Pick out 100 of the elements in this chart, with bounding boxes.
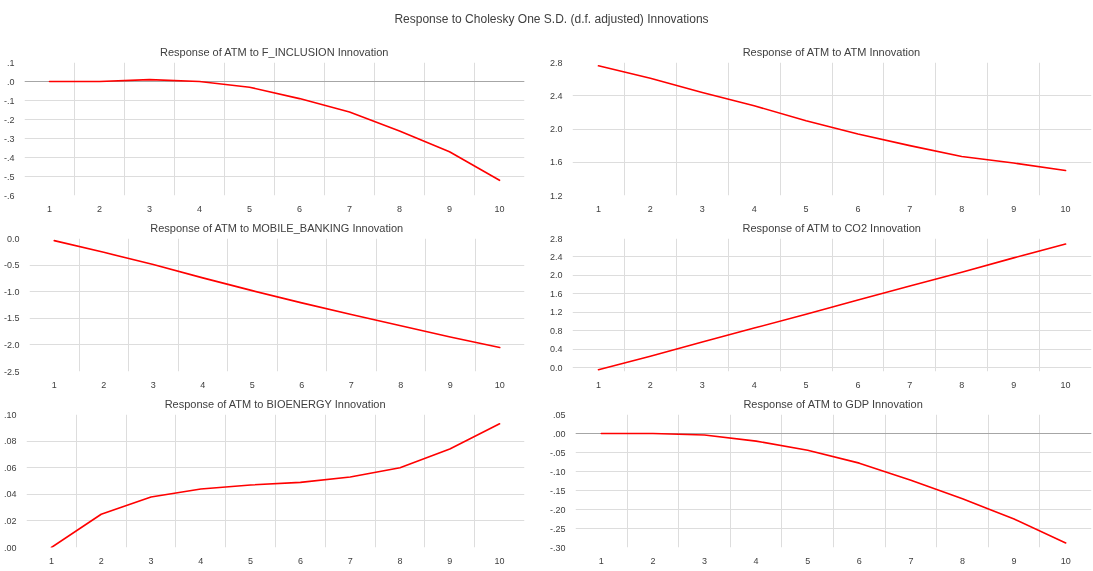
y-tick-label: 2.8 <box>549 233 563 244</box>
y-tick-label: 2.4 <box>549 90 563 101</box>
x-tick-label: 9 <box>1011 203 1017 214</box>
x-tick-label: 6 <box>297 555 303 566</box>
x-tick-label: 10 <box>494 379 505 390</box>
y-tick-label: .00 <box>552 428 566 439</box>
x-tick-label: 3 <box>699 203 705 214</box>
x-tick-label: 8 <box>959 203 965 214</box>
x-tick-label: 10 <box>494 203 505 214</box>
y-tick-label: -.25 <box>549 523 566 534</box>
x-tick-label: 10 <box>494 555 505 566</box>
line-series <box>48 78 501 182</box>
x-tick-label: 4 <box>197 203 203 214</box>
x-tick-label: 8 <box>397 203 403 214</box>
y-tick-label: -.20 <box>549 504 566 515</box>
y-tick-label: -.4 <box>4 152 15 163</box>
x-tick-label: 6 <box>297 203 303 214</box>
x-tick-label: 2 <box>98 555 104 566</box>
x-tick-label: 3 <box>147 203 153 214</box>
x-tick-label: 9 <box>447 203 453 214</box>
x-tick-label: 2 <box>647 203 653 214</box>
y-tick-label: 1.6 <box>549 288 563 299</box>
x-tick-label: 7 <box>907 379 913 390</box>
y-tick-label: -0.5 <box>3 260 20 271</box>
x-tick-label: 10 <box>1060 555 1071 566</box>
x-tick-label: 5 <box>805 555 811 566</box>
x-tick-label: 1 <box>48 555 54 566</box>
x-tick-label: 2 <box>647 379 653 390</box>
chart-title: Response of ATM to GDP Innovation <box>743 397 923 410</box>
x-tick-label: 3 <box>702 555 708 566</box>
y-tick-label: -.2 <box>4 114 15 125</box>
y-tick-label: -.6 <box>4 190 15 201</box>
chart-title: Response of ATM to ATM Innovation <box>742 45 921 58</box>
y-tick-label: .00 <box>3 542 17 553</box>
x-tick-label: 9 <box>447 555 453 566</box>
y-tick-label: 0.0 <box>6 233 20 244</box>
x-tick-label: 4 <box>751 203 757 214</box>
x-tick-label: 2 <box>97 203 103 214</box>
x-tick-label: 6 <box>855 379 861 390</box>
line-series <box>53 239 501 349</box>
y-tick-label: 1.6 <box>549 157 563 168</box>
x-tick-label: 7 <box>908 555 914 566</box>
x-tick-label: 5 <box>249 379 255 390</box>
x-tick-label: 3 <box>148 555 154 566</box>
x-tick-label: 6 <box>299 379 305 390</box>
y-tick-label: .1 <box>6 57 15 68</box>
x-tick-label: 7 <box>907 203 913 214</box>
chart-title: Response of ATM to BIOENERGY Innovation <box>164 397 386 410</box>
x-tick-label: 6 <box>855 203 861 214</box>
y-tick-label: 2.4 <box>549 251 563 262</box>
y-tick-label: 1.2 <box>549 307 563 318</box>
x-tick-label: 5 <box>803 203 809 214</box>
x-tick-label: 4 <box>198 555 204 566</box>
y-tick-label: .0 <box>6 76 15 87</box>
text: Response to Cholesky One S.D. (d.f. adjusted) Innovations <box>394 11 709 28</box>
x-tick-label: 3 <box>150 379 156 390</box>
y-tick-label: .04 <box>3 489 17 500</box>
line-series <box>50 423 501 548</box>
y-tick-label: 0.0 <box>549 362 563 373</box>
x-tick-label: 7 <box>347 203 353 214</box>
x-tick-label: 8 <box>960 555 966 566</box>
x-tick-label: 1 <box>595 379 601 390</box>
x-tick-label: 7 <box>347 555 353 566</box>
x-tick-label: 8 <box>398 379 404 390</box>
y-tick-label: -.30 <box>549 542 566 553</box>
y-tick-label: .06 <box>3 462 17 473</box>
x-tick-label: 4 <box>200 379 206 390</box>
x-tick-label: 5 <box>248 555 254 566</box>
y-tick-label: .10 <box>3 409 17 420</box>
x-tick-label: 10 <box>1060 203 1071 214</box>
x-tick-label: 1 <box>47 203 53 214</box>
y-tick-label: 2.8 <box>549 57 563 68</box>
line-series <box>600 432 1067 544</box>
y-tick-label: -1.5 <box>3 313 20 324</box>
y-tick-label: 0.4 <box>549 344 563 355</box>
y-tick-label: -2.5 <box>3 366 20 377</box>
chart-title: Response of ATM to CO2 Innovation <box>742 221 921 234</box>
y-tick-label: -1.0 <box>3 286 20 297</box>
x-tick-label: 7 <box>348 379 354 390</box>
y-tick-label: -.3 <box>4 133 15 144</box>
x-tick-label: 1 <box>598 555 604 566</box>
y-tick-label: 2.0 <box>549 124 563 134</box>
x-tick-label: 6 <box>856 555 862 566</box>
y-tick-label: -2.0 <box>3 339 20 350</box>
y-tick-label: -.15 <box>549 485 566 496</box>
chart-title: Response of ATM to MOBILE_BANKING Innovation <box>150 221 404 234</box>
y-tick-label: .05 <box>552 409 566 420</box>
x-tick-label: 2 <box>101 379 107 390</box>
y-tick-label: -.1 <box>4 95 15 106</box>
x-tick-label: 9 <box>447 379 453 390</box>
y-tick-label: 0.8 <box>549 325 563 336</box>
x-tick-label: 9 <box>1011 379 1017 390</box>
x-tick-label: 2 <box>650 555 656 566</box>
y-tick-label: .08 <box>3 436 17 447</box>
x-tick-label: 8 <box>959 379 965 390</box>
x-tick-label: 5 <box>803 379 809 390</box>
y-tick-label: -.05 <box>549 447 566 458</box>
x-tick-label: 5 <box>247 203 253 214</box>
line-series <box>597 243 1067 371</box>
x-tick-label: 1 <box>51 379 57 390</box>
